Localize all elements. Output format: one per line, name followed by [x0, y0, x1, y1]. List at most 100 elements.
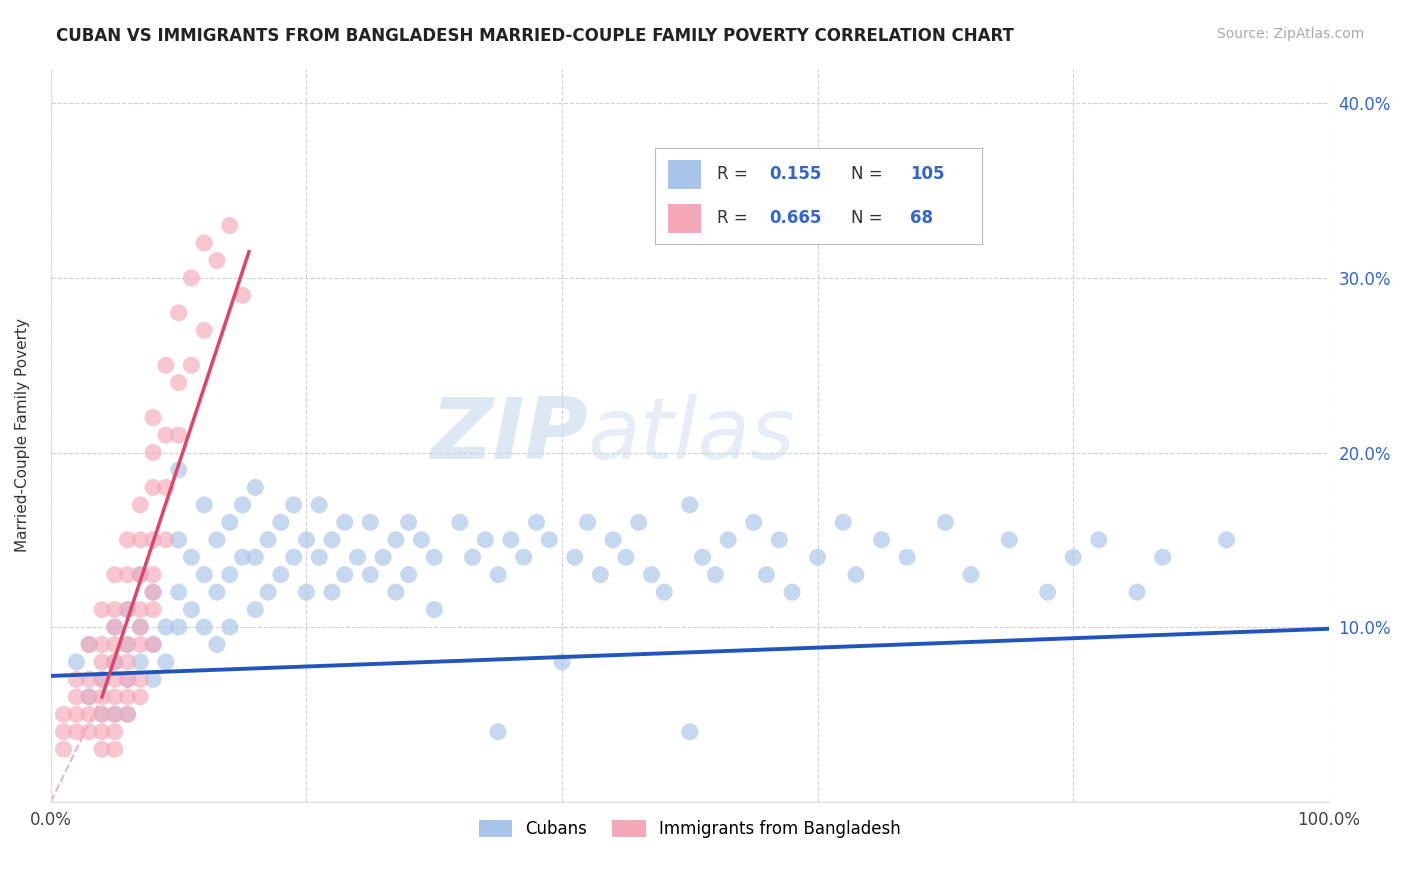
- Point: [129, 655, 152, 669]
- Point: [167, 376, 190, 390]
- Point: [692, 550, 714, 565]
- Point: [551, 655, 574, 669]
- Point: [104, 620, 127, 634]
- Point: [218, 516, 240, 530]
- Point: [627, 516, 650, 530]
- Point: [91, 707, 114, 722]
- Point: [129, 567, 152, 582]
- Point: [155, 358, 177, 372]
- Point: [231, 550, 253, 565]
- Point: [589, 567, 612, 582]
- Text: 68: 68: [910, 210, 934, 227]
- Point: [104, 724, 127, 739]
- Point: [218, 567, 240, 582]
- Point: [77, 638, 100, 652]
- Point: [832, 516, 855, 530]
- Point: [129, 638, 152, 652]
- Point: [512, 550, 534, 565]
- Legend: Cubans, Immigrants from Bangladesh: Cubans, Immigrants from Bangladesh: [472, 813, 907, 845]
- Point: [65, 655, 87, 669]
- Point: [117, 638, 139, 652]
- Point: [486, 567, 509, 582]
- Point: [1126, 585, 1149, 599]
- Point: [704, 567, 727, 582]
- Point: [167, 463, 190, 477]
- Point: [371, 550, 394, 565]
- Point: [193, 567, 215, 582]
- Point: [270, 567, 292, 582]
- Point: [1087, 533, 1109, 547]
- Point: [845, 567, 868, 582]
- Point: [780, 585, 803, 599]
- Point: [129, 620, 152, 634]
- Point: [91, 673, 114, 687]
- Point: [104, 655, 127, 669]
- Point: [52, 742, 75, 756]
- Point: [679, 724, 702, 739]
- Point: [142, 673, 165, 687]
- Point: [91, 742, 114, 756]
- Point: [77, 690, 100, 704]
- Point: [295, 585, 318, 599]
- Point: [1036, 585, 1059, 599]
- Point: [142, 480, 165, 494]
- Point: [1152, 550, 1174, 565]
- Point: [321, 585, 343, 599]
- Point: [104, 620, 127, 634]
- Point: [768, 533, 790, 547]
- Text: N =: N =: [852, 165, 889, 183]
- Point: [77, 724, 100, 739]
- Point: [65, 724, 87, 739]
- Point: [65, 690, 87, 704]
- Point: [742, 516, 765, 530]
- Point: [870, 533, 893, 547]
- Point: [129, 620, 152, 634]
- Point: [117, 707, 139, 722]
- Point: [91, 707, 114, 722]
- Point: [155, 428, 177, 442]
- Point: [142, 533, 165, 547]
- Point: [486, 724, 509, 739]
- Point: [398, 516, 420, 530]
- Point: [321, 533, 343, 547]
- Point: [117, 655, 139, 669]
- Point: [960, 567, 983, 582]
- Point: [91, 724, 114, 739]
- Point: [142, 410, 165, 425]
- Point: [104, 567, 127, 582]
- Point: [1062, 550, 1084, 565]
- Point: [807, 550, 830, 565]
- Point: [245, 602, 267, 616]
- Point: [91, 655, 114, 669]
- Point: [193, 498, 215, 512]
- Point: [167, 306, 190, 320]
- Point: [155, 533, 177, 547]
- Point: [65, 707, 87, 722]
- Point: [104, 673, 127, 687]
- Point: [461, 550, 484, 565]
- Point: [142, 585, 165, 599]
- Point: [193, 620, 215, 634]
- Point: [270, 516, 292, 530]
- Point: [333, 567, 356, 582]
- Point: [205, 253, 228, 268]
- Point: [398, 567, 420, 582]
- Point: [117, 638, 139, 652]
- Point: [385, 585, 408, 599]
- Point: [193, 235, 215, 250]
- Point: [385, 533, 408, 547]
- Point: [283, 498, 305, 512]
- Point: [538, 533, 561, 547]
- Point: [117, 673, 139, 687]
- Point: [180, 358, 202, 372]
- Point: [142, 638, 165, 652]
- Point: [91, 638, 114, 652]
- Text: R =: R =: [717, 210, 754, 227]
- Point: [142, 602, 165, 616]
- Text: N =: N =: [852, 210, 889, 227]
- Point: [52, 707, 75, 722]
- Point: [308, 550, 330, 565]
- Point: [91, 673, 114, 687]
- Point: [1215, 533, 1237, 547]
- Point: [117, 690, 139, 704]
